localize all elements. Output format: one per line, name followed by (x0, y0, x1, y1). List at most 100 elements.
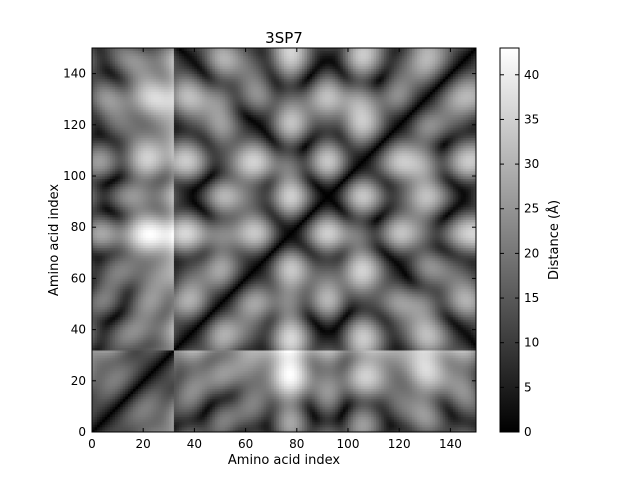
heatmap-cell (417, 424, 421, 428)
heatmap-cell (417, 426, 421, 430)
heatmap-cell (335, 398, 339, 402)
heatmap-cell (132, 421, 136, 425)
heatmap-cell (427, 378, 431, 382)
heatmap-cell (373, 380, 377, 384)
heatmap-cell (429, 426, 433, 430)
heatmap-cell (235, 416, 239, 420)
heatmap-cell (240, 350, 244, 354)
heatmap-cell (422, 391, 426, 394)
heatmap-cell (194, 383, 198, 387)
heatmap-cell (158, 414, 162, 418)
heatmap-cell (440, 421, 444, 425)
heatmap-cell (394, 350, 398, 354)
heatmap-cell (424, 388, 428, 392)
heatmap-cell (281, 419, 285, 423)
heatmap-cell (463, 362, 467, 366)
heatmap-cell (383, 411, 387, 415)
heatmap-cell (258, 357, 262, 361)
heatmap-cell (271, 355, 275, 359)
heatmap-cell (235, 350, 239, 354)
heatmap-cell (271, 370, 275, 374)
heatmap-cell (168, 352, 172, 356)
heatmap-cell (404, 347, 408, 351)
heatmap-cell (148, 347, 152, 351)
heatmap-cell (125, 375, 129, 379)
heatmap-cell (263, 396, 267, 400)
heatmap-cell (299, 398, 303, 402)
heatmap-cell (122, 380, 126, 384)
heatmap-cell (189, 424, 193, 428)
heatmap-cell (189, 370, 193, 374)
heatmap-cell (319, 429, 323, 433)
heatmap-cell (97, 378, 101, 382)
heatmap-cell (388, 368, 392, 371)
heatmap-cell (473, 383, 477, 387)
heatmap-cell (243, 429, 246, 433)
heatmap-cell (319, 347, 323, 351)
heatmap-cell (335, 350, 339, 354)
heatmap-cell (278, 370, 282, 374)
heatmap-cell (156, 375, 159, 379)
heatmap-cell (337, 365, 341, 369)
heatmap-cell (150, 344, 154, 348)
heatmap-cell (278, 414, 282, 418)
heatmap-cell (412, 365, 415, 369)
heatmap-cell (235, 424, 239, 428)
heatmap-cell (140, 368, 144, 371)
heatmap-cell (396, 362, 400, 366)
heatmap-cell (166, 406, 170, 410)
heatmap-cell (202, 380, 206, 384)
heatmap-cell (409, 426, 413, 430)
heatmap-cell (189, 360, 193, 364)
heatmap-cell (204, 375, 208, 379)
heatmap-cell (255, 357, 259, 361)
heatmap-cell (417, 403, 421, 407)
heatmap-cell (92, 380, 95, 384)
heatmap-cell (176, 383, 180, 387)
heatmap-cell (424, 406, 428, 410)
heatmap-cell (163, 406, 167, 410)
heatmap-cell (378, 398, 382, 402)
heatmap-cell (309, 383, 313, 387)
heatmap-cell (412, 408, 415, 412)
heatmap-cell (232, 414, 236, 418)
heatmap-cell (473, 406, 477, 410)
heatmap-cell (353, 419, 357, 423)
heatmap-cell (209, 344, 213, 348)
heatmap-cell (138, 401, 142, 405)
heatmap-cell (97, 419, 101, 423)
heatmap-cell (378, 393, 382, 397)
heatmap-cell (130, 426, 134, 430)
heatmap-cell (299, 406, 303, 410)
heatmap-cell (122, 424, 126, 428)
heatmap-cell (445, 421, 449, 425)
heatmap-cell (452, 347, 456, 351)
heatmap-cell (117, 350, 121, 354)
heatmap-cell (383, 416, 387, 420)
heatmap-cell (435, 414, 438, 418)
heatmap-cell (463, 385, 467, 389)
heatmap-cell (209, 365, 213, 369)
heatmap-cell (355, 347, 359, 351)
heatmap-cell (196, 401, 200, 405)
heatmap-cell (412, 385, 415, 389)
heatmap-cell (179, 408, 182, 412)
heatmap-cell (194, 411, 198, 415)
heatmap-cell (388, 360, 392, 364)
heatmap-cell (465, 424, 469, 428)
heatmap-cell (319, 365, 323, 369)
heatmap-cell (301, 424, 305, 428)
heatmap-cell (255, 419, 259, 423)
heatmap-cell (209, 375, 213, 379)
heatmap-cell (112, 368, 116, 371)
heatmap-cell (220, 398, 223, 402)
heatmap-cell (353, 426, 357, 430)
heatmap-cell (158, 383, 162, 387)
heatmap-cell (168, 355, 172, 359)
heatmap-cell (207, 385, 211, 389)
heatmap-cell (212, 360, 216, 364)
heatmap-cell (414, 429, 418, 433)
heatmap-cell (417, 391, 421, 394)
heatmap-cell (450, 406, 454, 410)
heatmap-cell (248, 355, 252, 359)
